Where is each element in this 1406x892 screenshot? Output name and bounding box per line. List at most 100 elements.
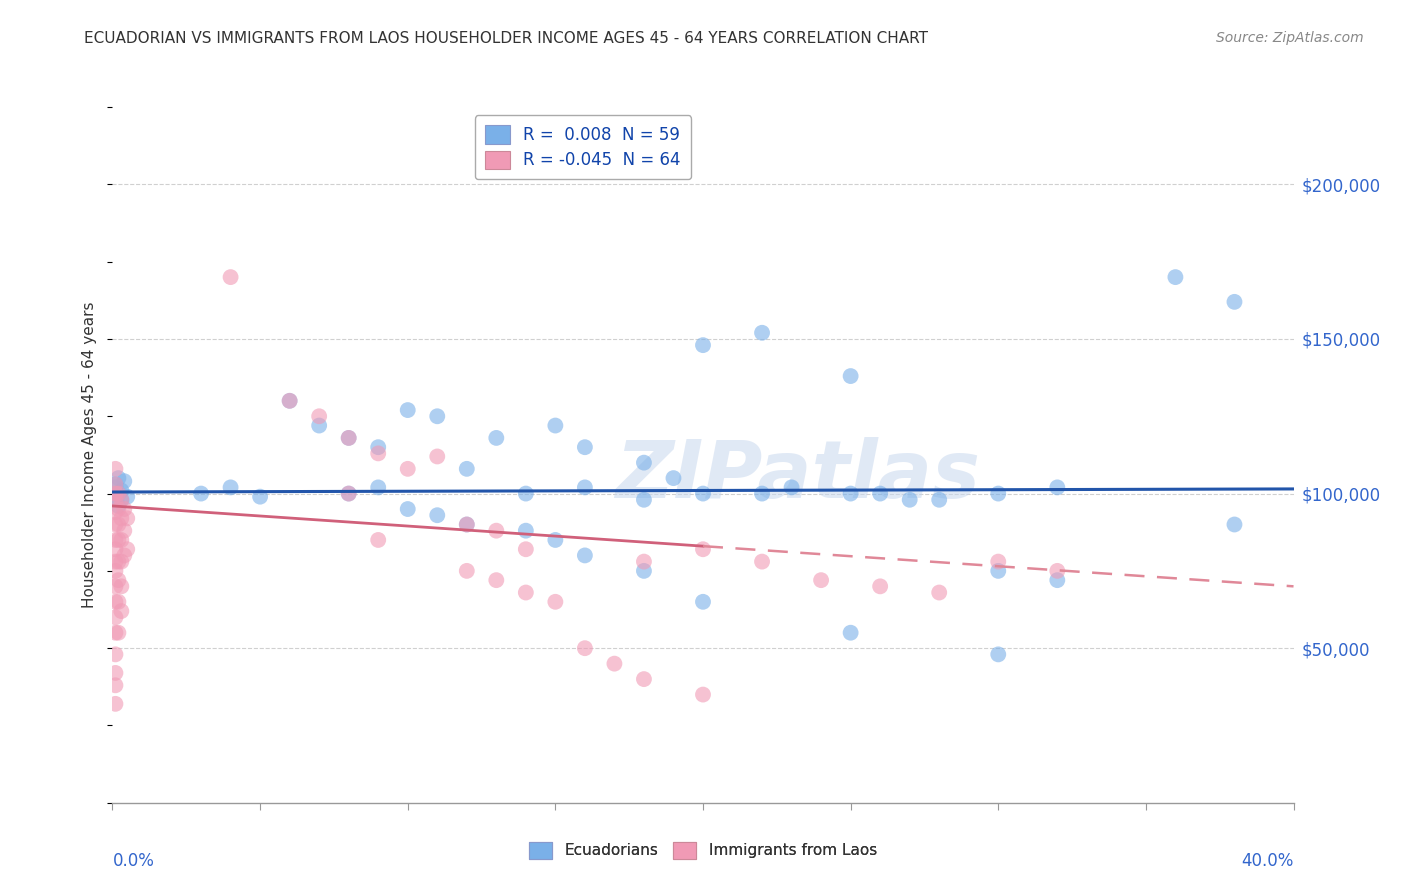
- Point: [337, 431, 360, 445]
- Point: [426, 409, 449, 424]
- Point: [104, 517, 127, 532]
- Point: [987, 555, 1010, 569]
- Point: [112, 549, 135, 563]
- Point: [107, 595, 129, 609]
- Point: [839, 625, 862, 640]
- Point: [104, 595, 127, 609]
- Text: 0.0%: 0.0%: [112, 852, 155, 870]
- Point: [928, 585, 950, 599]
- Point: [104, 648, 127, 662]
- Point: [633, 492, 655, 507]
- Point: [117, 542, 138, 557]
- Point: [367, 446, 389, 460]
- Point: [367, 440, 389, 454]
- Point: [574, 440, 596, 454]
- Point: [107, 533, 129, 547]
- Point: [574, 480, 596, 494]
- Point: [692, 542, 714, 557]
- Point: [104, 492, 127, 507]
- Point: [308, 409, 330, 424]
- Point: [219, 270, 242, 285]
- Point: [107, 625, 129, 640]
- Point: [104, 492, 127, 507]
- Point: [1223, 294, 1246, 309]
- Point: [633, 555, 655, 569]
- Point: [104, 678, 127, 692]
- Point: [104, 542, 127, 557]
- Point: [1046, 480, 1069, 494]
- Text: Source: ZipAtlas.com: Source: ZipAtlas.com: [1216, 31, 1364, 45]
- Point: [692, 688, 714, 702]
- Point: [751, 486, 773, 500]
- Point: [104, 533, 127, 547]
- Point: [987, 564, 1010, 578]
- Point: [104, 477, 127, 491]
- Point: [107, 471, 129, 485]
- Point: [485, 573, 508, 587]
- Point: [367, 480, 389, 494]
- Point: [633, 456, 655, 470]
- Point: [308, 418, 330, 433]
- Legend: Ecuadorians, Immigrants from Laos: Ecuadorians, Immigrants from Laos: [523, 836, 883, 864]
- Point: [110, 483, 132, 498]
- Point: [1164, 270, 1187, 285]
- Point: [278, 393, 301, 408]
- Point: [515, 585, 537, 599]
- Point: [928, 492, 950, 507]
- Point: [104, 555, 127, 569]
- Point: [869, 579, 891, 593]
- Point: [456, 517, 478, 532]
- Point: [110, 492, 132, 507]
- Point: [104, 505, 127, 519]
- Point: [110, 555, 132, 569]
- Point: [107, 573, 129, 587]
- Point: [112, 502, 135, 516]
- Point: [485, 524, 508, 538]
- Point: [107, 486, 129, 500]
- Point: [104, 665, 127, 680]
- Text: 40.0%: 40.0%: [1241, 852, 1294, 870]
- Point: [544, 595, 567, 609]
- Point: [104, 697, 127, 711]
- Text: ECUADORIAN VS IMMIGRANTS FROM LAOS HOUSEHOLDER INCOME AGES 45 - 64 YEARS CORRELA: ECUADORIAN VS IMMIGRANTS FROM LAOS HOUSE…: [84, 31, 928, 46]
- Point: [278, 393, 301, 408]
- Point: [104, 480, 127, 494]
- Point: [662, 471, 685, 485]
- Point: [110, 511, 132, 525]
- Point: [249, 490, 271, 504]
- Text: ZIPatlas: ZIPatlas: [614, 437, 980, 515]
- Point: [987, 486, 1010, 500]
- Point: [107, 502, 129, 516]
- Point: [117, 511, 138, 525]
- Point: [810, 573, 832, 587]
- Point: [112, 474, 135, 488]
- Point: [692, 486, 714, 500]
- Point: [110, 579, 132, 593]
- Point: [839, 486, 862, 500]
- Point: [456, 564, 478, 578]
- Point: [219, 480, 242, 494]
- Point: [426, 508, 449, 523]
- Point: [515, 486, 537, 500]
- Point: [780, 480, 803, 494]
- Point: [544, 418, 567, 433]
- Point: [869, 486, 891, 500]
- Point: [603, 657, 626, 671]
- Y-axis label: Householder Income Ages 45 - 64 years: Householder Income Ages 45 - 64 years: [82, 301, 97, 608]
- Point: [839, 369, 862, 384]
- Point: [751, 555, 773, 569]
- Point: [104, 477, 127, 491]
- Point: [456, 517, 478, 532]
- Point: [1046, 564, 1069, 578]
- Point: [987, 648, 1010, 662]
- Point: [515, 524, 537, 538]
- Point: [104, 579, 127, 593]
- Point: [337, 486, 360, 500]
- Point: [1046, 573, 1069, 587]
- Point: [574, 549, 596, 563]
- Point: [107, 486, 129, 500]
- Point: [107, 517, 129, 532]
- Point: [190, 486, 212, 500]
- Point: [110, 492, 132, 507]
- Point: [110, 604, 132, 618]
